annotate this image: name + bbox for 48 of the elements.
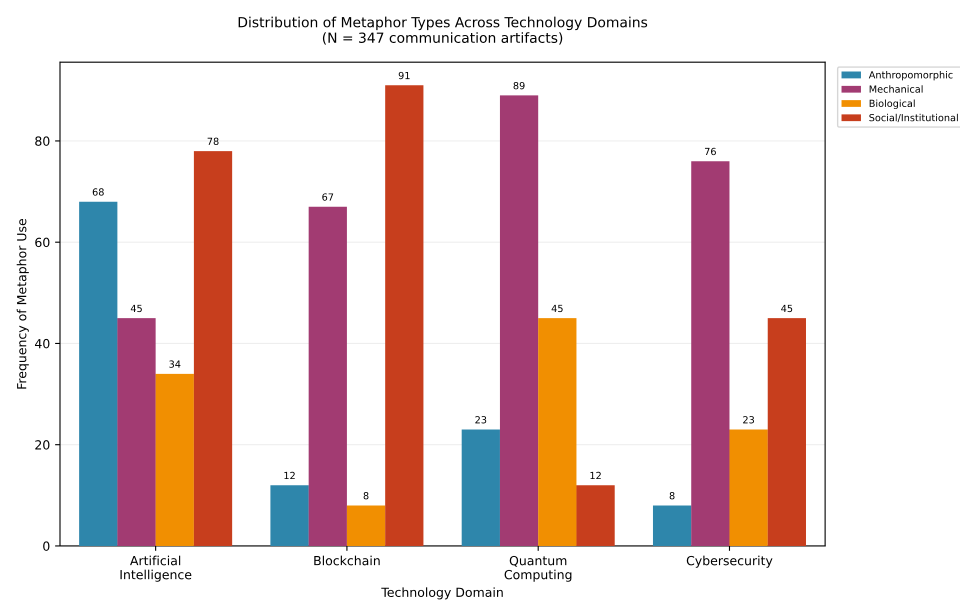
bar	[768, 318, 806, 546]
data-label: 23	[743, 416, 754, 424]
y-axis-title: Frequency of Metaphor Use	[16, 218, 29, 389]
bar	[500, 95, 538, 546]
bar	[117, 318, 156, 546]
bar	[270, 485, 309, 546]
bar	[729, 430, 768, 546]
data-label: 34	[169, 360, 180, 368]
bar	[346, 505, 386, 546]
bar	[194, 151, 232, 546]
y-tick-label: 80	[35, 136, 50, 146]
legend-label: Mechanical	[870, 85, 923, 93]
bar	[308, 206, 347, 546]
y-tick-label: 20	[35, 440, 50, 450]
data-label: 76	[704, 148, 716, 156]
data-label: 45	[781, 304, 792, 312]
y-tick-label: 60	[35, 238, 50, 248]
y-tick-label: 40	[34, 338, 50, 348]
data-label: 12	[284, 472, 295, 480]
bar	[462, 430, 500, 546]
bar	[385, 85, 424, 546]
chart-title: Distribution of Metaphor Types Across Technology Domains (N = 347 communication artifacts)	[238, 16, 648, 45]
data-label: 68	[92, 188, 104, 196]
data-label: 45	[130, 304, 142, 312]
bar	[652, 505, 692, 546]
legend-label: Social/Institutional	[869, 114, 958, 122]
legend-label: Biological	[870, 100, 915, 109]
bar	[156, 374, 194, 546]
bar	[691, 161, 730, 546]
data-label: 91	[398, 72, 410, 80]
data-label: 89	[514, 82, 525, 90]
x-tick-label: Quantum Computing	[504, 556, 572, 582]
x-tick-label: Cybersecurity	[686, 556, 773, 568]
data-label: 78	[208, 138, 219, 146]
y-tick-label: 0	[43, 541, 50, 551]
bar	[79, 202, 118, 546]
x-tick-label: Artificial Intelligence	[120, 556, 192, 582]
data-label: 12	[590, 472, 601, 480]
bar	[538, 318, 576, 546]
legend-label: Anthropomorphic	[868, 70, 953, 80]
x-axis-title: Technology Domain	[381, 587, 503, 600]
data-label: 23	[475, 416, 486, 424]
data-label: 8	[364, 492, 368, 500]
data-label: 67	[322, 193, 334, 201]
data-label: 8	[670, 492, 675, 500]
bar	[576, 485, 615, 546]
x-tick-label: Blockchain	[314, 556, 380, 566]
data-label: 45	[552, 304, 563, 312]
